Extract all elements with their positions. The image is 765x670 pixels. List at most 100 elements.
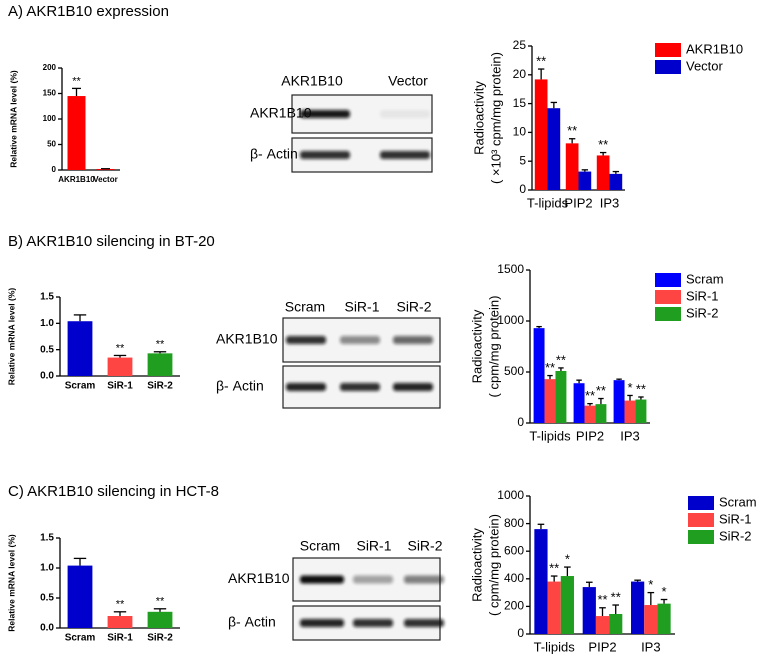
bar (67, 565, 93, 628)
error-bar (550, 101, 558, 109)
x-tick-label: SiR-2 (147, 381, 173, 392)
error-bar (547, 374, 553, 380)
legend-label: SiR-1 (686, 288, 719, 303)
bar (573, 383, 585, 423)
y-axis-label: Relative mRNA level (%) (6, 288, 16, 386)
y-tick-label: 1.5 (40, 292, 54, 303)
error-bar (612, 170, 620, 174)
blot-row-label: β- Actin (250, 146, 298, 162)
bar (147, 611, 173, 628)
error-bar (638, 396, 644, 400)
y-tick-label: 1.0 (40, 563, 54, 574)
y-axis-label: Radioactivity (469, 528, 484, 602)
legend-swatch (655, 273, 681, 287)
bar (595, 404, 607, 423)
x-tick-label: IP3 (620, 428, 640, 443)
blot-band (286, 383, 326, 391)
x-tick-label: AKR1B10 (58, 175, 95, 184)
y-tick-label: 25 (513, 38, 527, 52)
y-tick-label: 600 (504, 543, 524, 557)
bar (644, 605, 658, 634)
x-tick-label: T-lipids (534, 639, 576, 654)
x-tick-label: Vector (93, 175, 117, 184)
significance-label: ** (636, 381, 646, 396)
blot-band (300, 575, 344, 584)
blot-band (404, 575, 444, 584)
significance-label: ** (545, 360, 555, 375)
legend-swatch (655, 43, 681, 57)
error-bar (599, 151, 607, 156)
bar (582, 587, 596, 634)
error-bar (73, 557, 87, 566)
bar (584, 405, 596, 423)
y-tick-label: 200 (43, 63, 57, 72)
y-tick-label: 1000 (497, 313, 524, 327)
error-bar (585, 581, 593, 588)
y-tick-label: 0.0 (40, 623, 54, 634)
error-bar (537, 523, 545, 530)
bar (609, 613, 623, 634)
bar (533, 328, 545, 423)
y-tick-label: 1000 (497, 488, 524, 502)
bar (613, 380, 625, 423)
blot-band (340, 336, 380, 344)
bar (657, 603, 671, 634)
y-tick-label: 1.5 (40, 533, 54, 544)
bar (595, 616, 610, 634)
x-tick-label: T-lipids (529, 428, 571, 443)
error-bar (660, 598, 668, 604)
error-bar (587, 402, 593, 406)
legend-swatch (688, 530, 714, 544)
y-axis-label: ( cpm/mg protein) (486, 296, 501, 398)
y-tick-label: 15 (513, 96, 527, 110)
error-bar (647, 591, 655, 606)
significance-label: ** (567, 123, 577, 138)
y-tick-label: 150 (43, 89, 57, 98)
y-tick-label: 0 (519, 182, 526, 196)
significance-label: ** (536, 53, 546, 68)
legend-label: Vector (686, 58, 724, 73)
x-tick-label: PIP2 (576, 428, 604, 443)
legend-label: SiR-1 (719, 511, 752, 526)
error-bar (612, 604, 620, 614)
significance-label: ** (156, 596, 165, 608)
bar (555, 370, 567, 423)
legend-label: Scram (686, 271, 724, 286)
legend-label: Scram (719, 494, 757, 509)
bar (147, 353, 173, 376)
y-axis-label: Relative mRNA level (%) (6, 534, 16, 632)
blot-band (300, 619, 344, 627)
y-tick-label: 50 (47, 140, 56, 149)
y-tick-label: 0.5 (40, 593, 54, 604)
x-tick-label: IP3 (641, 639, 661, 654)
bar (534, 529, 548, 634)
x-tick-label: T-lipids (527, 195, 569, 210)
x-tick-label: SiR-1 (107, 633, 133, 644)
blot-band (353, 619, 393, 627)
error-bar (576, 379, 582, 384)
bar (534, 79, 548, 190)
bar (565, 143, 579, 190)
significance-label: ** (72, 75, 81, 87)
y-tick-label: 0 (517, 626, 524, 640)
blot-band (286, 336, 326, 344)
legend-swatch (655, 60, 681, 74)
bar (635, 399, 647, 423)
x-tick-label: Scram (65, 381, 96, 392)
y-tick-label: 200 (504, 599, 524, 613)
y-axis-label: ( cpm/mg protein) (486, 514, 501, 616)
error-bar (558, 367, 564, 371)
blot-row-label: AKR1B10 (216, 331, 278, 347)
bar (544, 379, 556, 423)
bar (596, 155, 610, 190)
error-bar (73, 314, 87, 322)
significance-label: ** (585, 388, 595, 403)
error-bar (72, 87, 81, 97)
blot-column-label: SiR-2 (407, 538, 442, 554)
blot-band (300, 151, 350, 159)
y-tick-label: 0 (52, 165, 57, 174)
error-bar (564, 566, 571, 577)
legend-label: SiR-2 (686, 305, 719, 320)
y-axis-label: Radioactivity (471, 81, 486, 155)
